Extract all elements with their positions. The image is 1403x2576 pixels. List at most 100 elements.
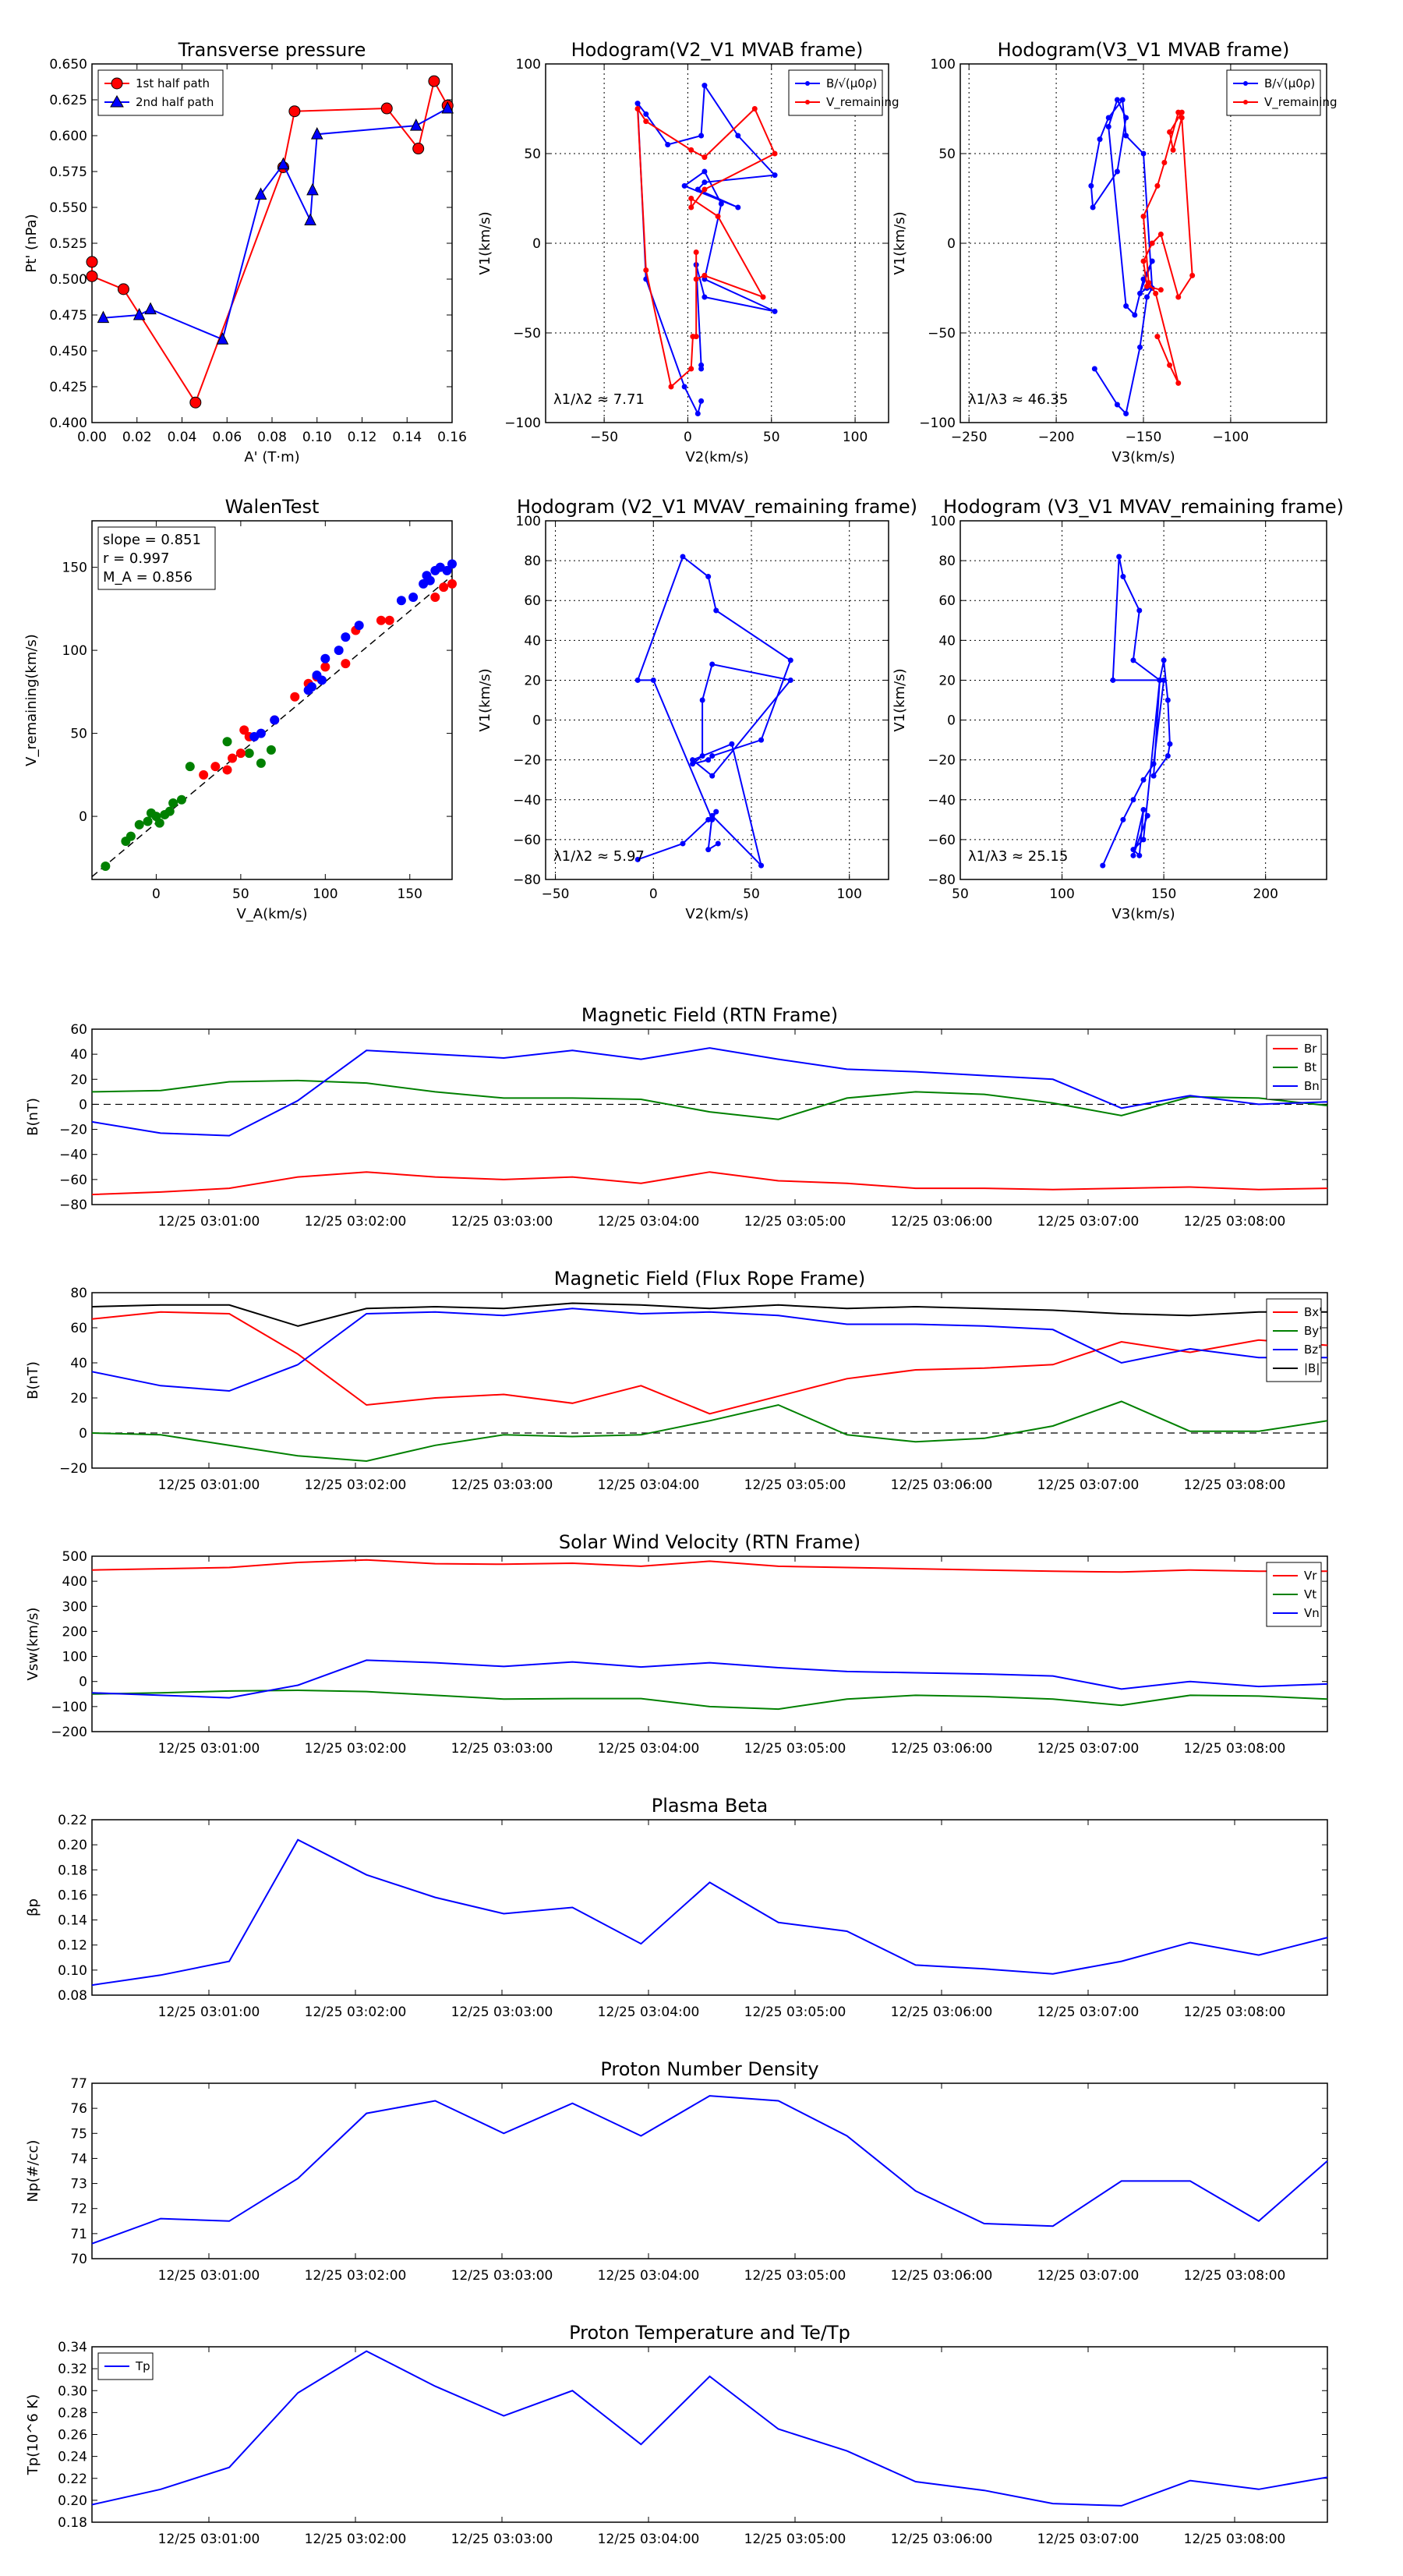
hodo3-xtick-label: −50 <box>542 886 570 902</box>
hodo2-ytick-label: 100 <box>931 57 956 73</box>
walen-ylabel: V_remaining(km/s) <box>23 634 40 766</box>
hodo1-marker <box>702 154 708 161</box>
pt-xtick-label: 0.02 <box>122 430 152 445</box>
hodo3-marker <box>705 757 712 763</box>
pt-ytick-label: 0.550 <box>49 200 87 216</box>
b_flux-legend-label: Bx' <box>1304 1305 1322 1319</box>
hodo2-marker <box>1140 214 1147 219</box>
np-axes: 70 71 72 73 74 75 76 77 12/25 03:01:00 12/25 03:0… <box>25 2076 1328 2284</box>
hodo3-ytick-label: 100 <box>516 514 541 529</box>
pt-marker <box>441 101 454 114</box>
hodo1-frame <box>545 63 889 423</box>
b_flux-xtick-label: 12/25 03:04:00 <box>598 1477 700 1493</box>
beta-ytick-label: 0.14 <box>58 1913 87 1929</box>
hodo4-title: Hodogram (V3_V1 MVAV_remaining frame) <box>943 496 1344 518</box>
hodo4-marker <box>1130 852 1136 858</box>
vsw-ytick-label: 500 <box>62 1549 87 1565</box>
walen-point-group1 <box>101 861 111 871</box>
pt-legend-box <box>97 69 224 116</box>
vsw-series-Vr <box>91 1559 1327 1573</box>
pt-ylabel: Pt' (nPa) <box>23 214 40 272</box>
tp-ylabel: Tp(10^6 K) <box>25 2394 41 2475</box>
hodo1-series-B/√(μ0ρ) <box>636 83 777 416</box>
hodo4-ylabel: V1(km/s) <box>892 668 908 731</box>
walen-point-group2 <box>447 579 457 589</box>
hodo2-series-V_remaining <box>1142 111 1193 384</box>
b_flux-xtick-label: 12/25 03:07:00 <box>1037 1477 1140 1493</box>
hodo1-ytick-label: −50 <box>513 326 541 341</box>
hodo1-marker <box>698 133 705 139</box>
beta-frame <box>91 1819 1328 1996</box>
hodo4-marker <box>1161 657 1167 663</box>
vsw-ytick-label: 100 <box>62 1650 87 1665</box>
np-ytick-label: 74 <box>70 2151 87 2167</box>
hodo3-xtick-label: 0 <box>649 886 658 902</box>
hodo3-ytick-label: 20 <box>524 673 541 688</box>
b_rtn-ytick-label: −40 <box>59 1148 87 1163</box>
b_flux-series-Bz' <box>91 1307 1327 1392</box>
hodo2-marker <box>1175 294 1182 300</box>
hodo1-xlabel: V2(km/s) <box>685 449 748 465</box>
hodo1-marker <box>694 186 701 193</box>
pt-xtick-label: 0.04 <box>168 430 197 445</box>
b_flux-ytick-label: 80 <box>70 1286 87 1301</box>
hodo1-legend-label: B/√(μ0ρ) <box>826 76 877 90</box>
b_rtn-frame <box>91 1028 1328 1205</box>
pt-ytick-label: 0.525 <box>49 236 87 252</box>
b_flux-xtick-label: 12/25 03:05:00 <box>744 1477 846 1493</box>
beta-ytick-label: 0.12 <box>58 1938 87 1954</box>
vsw-legend-label: Vr <box>1304 1569 1317 1583</box>
pt-legend-marker <box>111 77 123 90</box>
vsw-xtick-label: 12/25 03:08:00 <box>1184 1741 1286 1757</box>
pt-ytick-label: 0.575 <box>49 165 87 180</box>
hodo1-xtick-label: 0 <box>684 430 692 445</box>
pt-marker <box>86 256 98 268</box>
hodo1-marker <box>698 366 705 372</box>
hodo2-marker <box>1137 290 1143 296</box>
hodo4-ytick-label: 80 <box>938 554 956 569</box>
walen-fit-line <box>91 575 453 878</box>
walen-point-group1 <box>143 816 153 826</box>
walen-point-group1 <box>256 758 266 768</box>
np-ylabel: Np(#/cc) <box>25 2140 41 2203</box>
hodo1-marker <box>772 150 778 157</box>
hodo2-series-B/√(μ0ρ) <box>1090 97 1154 416</box>
vsw-xtick-label: 12/25 03:06:00 <box>891 1741 993 1757</box>
b_rtn-ytick-label: 40 <box>70 1047 87 1063</box>
hodo3-marker <box>705 847 712 853</box>
pt-ytick-label: 0.625 <box>49 93 87 108</box>
hodo3-marker <box>709 661 716 667</box>
hodo2-marker <box>1114 97 1120 103</box>
hodo2-legend-marker <box>1243 100 1248 104</box>
walen-point-group3 <box>341 632 351 642</box>
hodo1-marker <box>702 179 708 186</box>
b_rtn-xtick-label: 12/25 03:04:00 <box>598 1214 700 1230</box>
tp-xtick-label: 12/25 03:08:00 <box>1184 2532 1286 2547</box>
hodo1-legend: B/√(μ0ρ) V_remaining <box>788 69 899 116</box>
hodo1-marker <box>681 182 687 189</box>
np-ytick-label: 77 <box>70 2076 87 2092</box>
hodo4-axes: −80 −60 −40 −20 0 20 40 60 80 100 50 100 150 200 V3(km… <box>892 514 1327 922</box>
vsw-frame <box>91 1555 1328 1732</box>
beta-xtick-label: 12/25 03:06:00 <box>891 2005 993 2020</box>
hodo3-marker <box>758 737 765 743</box>
np-xtick-label: 12/25 03:07:00 <box>1037 2268 1140 2284</box>
hodo2-marker <box>1097 136 1103 143</box>
hodo1-title: Hodogram(V2_V1 MVAB frame) <box>571 39 864 61</box>
walen-point-group2 <box>210 762 221 772</box>
b_rtn-legend-label: Br <box>1304 1042 1317 1056</box>
hodo1-eigen-ratio: λ1/λ2 ≈ 7.71 <box>553 391 645 408</box>
hodo2-marker <box>1143 283 1150 289</box>
hodo1-xtick-label: 50 <box>763 430 780 445</box>
hodo2-xtick-label: −100 <box>1213 430 1249 445</box>
hodo2-marker <box>1091 366 1097 372</box>
hodo4-marker <box>1140 807 1147 813</box>
hodo4-marker <box>1116 554 1122 560</box>
hodo2-marker <box>1105 115 1111 121</box>
hodo3-marker <box>758 862 765 869</box>
hodo1-marker <box>772 172 778 179</box>
tp-ytick-label: 0.26 <box>58 2428 87 2443</box>
tp-ytick-label: 0.34 <box>58 2340 87 2355</box>
hodo2-marker <box>1167 362 1173 368</box>
pt-xtick-label: 0.14 <box>392 430 422 445</box>
